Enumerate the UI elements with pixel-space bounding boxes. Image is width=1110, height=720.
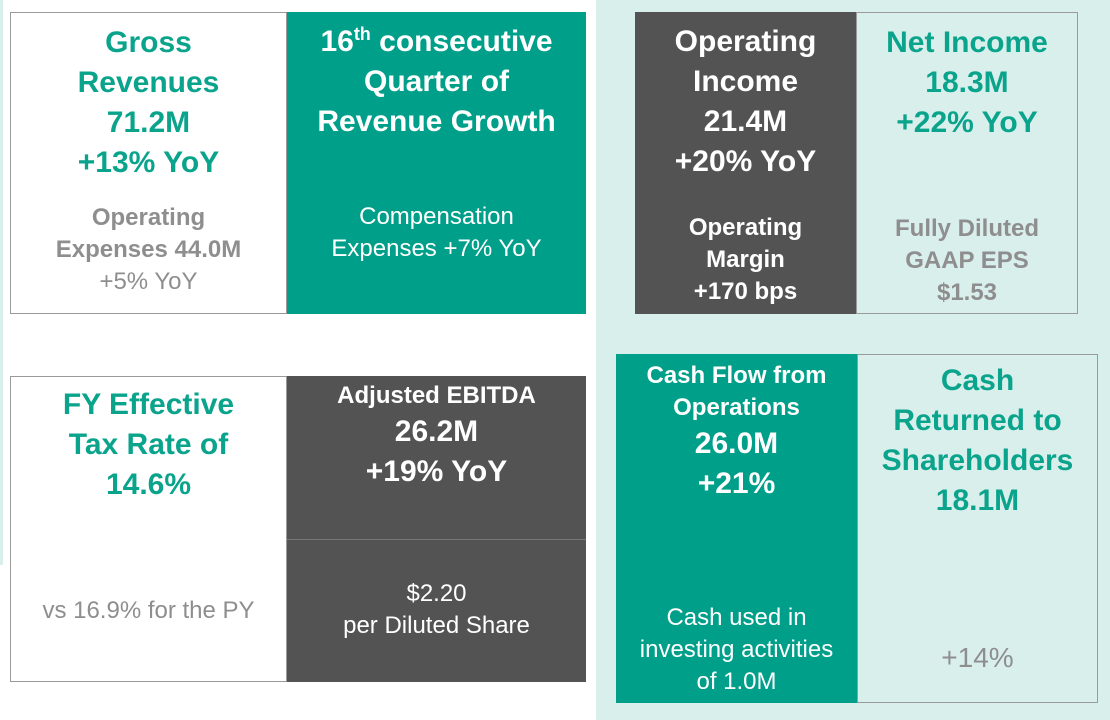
operating-margin-label-1: Operating: [688, 214, 803, 241]
cash-returned-headline: Cash Returned to Shareholders 18.1M: [858, 361, 1097, 521]
tax-rate-value: 14.6%: [105, 468, 192, 501]
operating-income-card: Operating Income 21.4M +20% YoY Operatin…: [635, 12, 856, 314]
per-share-label: per Diluted Share: [343, 612, 530, 639]
gross-revenues-headline: Gross Revenues 71.2M +13% YoY: [11, 23, 286, 183]
operating-income-value: 21.4M: [703, 105, 788, 138]
tax-rate-card: FY Effective Tax Rate of 14.6% vs 16.9% …: [10, 376, 287, 682]
cash-returned-change: +14%: [941, 642, 1014, 673]
net-income-headline: Net Income 18.3M +22% YoY: [857, 23, 1077, 143]
consecutive-title-2: Quarter of: [363, 65, 510, 98]
net-income-title: Net Income: [886, 26, 1048, 59]
gross-revenues-change: +13% YoY: [77, 146, 220, 179]
consecutive-growth-card: 16th consecutive Quarter of Revenue Grow…: [287, 12, 586, 314]
cash-returned-change-block: +14%: [858, 641, 1097, 675]
cash-flow-change: +21%: [697, 467, 776, 500]
compensation-expenses-detail: Compensation Expenses +7% YoY: [287, 201, 586, 265]
adjusted-ebitda-title: Adjusted EBITDA: [337, 382, 536, 409]
ebitda-divider: [287, 539, 586, 540]
cash-returned-title-2: Returned to: [893, 404, 1062, 437]
operating-margin-value: +170 bps: [693, 278, 798, 305]
adjusted-ebitda-change: +19% YoY: [365, 455, 508, 488]
cash-flow-title-1: Cash Flow from: [646, 362, 827, 389]
compensation-label-2: Expenses +7% YoY: [331, 235, 542, 262]
consecutive-title-1: 16th consecutive: [320, 24, 553, 58]
tax-rate-title-1: FY Effective: [62, 388, 235, 421]
investing-label-3: of 1.0M: [696, 668, 777, 695]
operating-margin-label-2: Margin: [706, 246, 785, 273]
operating-income-title-1: Operating: [674, 25, 817, 58]
consecutive-title-3: Revenue Growth: [317, 105, 556, 138]
investing-activities-detail: Cash used in investing activities of 1.0…: [616, 602, 857, 698]
operating-expenses-label-1: Operating: [91, 204, 206, 231]
net-income-card: Net Income 18.3M +22% YoY Fully Diluted …: [856, 12, 1078, 314]
adjusted-ebitda-headline: Adjusted EBITDA 26.2M +19% YoY: [287, 380, 586, 492]
operating-expenses-change: +5% YoY: [99, 268, 198, 295]
compensation-label-1: Compensation: [359, 203, 514, 230]
net-income-change: +22% YoY: [896, 106, 1038, 139]
cash-returned-card: Cash Returned to Shareholders 18.1M +14%: [857, 354, 1098, 703]
cash-returned-title-1: Cash: [940, 364, 1015, 397]
gross-revenues-value: 71.2M: [106, 106, 191, 139]
adjusted-ebitda-value: 26.2M: [394, 415, 479, 448]
operating-expenses-detail: Operating Expenses 44.0M +5% YoY: [11, 202, 286, 298]
gross-revenues-title-2: Revenues: [77, 66, 220, 99]
gross-revenues-title-1: Gross: [105, 26, 192, 59]
tax-rate-comparison-text: vs 16.9% for the PY: [42, 597, 255, 624]
cash-flow-value: 26.0M: [694, 427, 779, 460]
investing-label-2: investing activities: [639, 636, 834, 663]
per-share-value: $2.20: [406, 580, 467, 607]
gross-revenues-card: Gross Revenues 71.2M +13% YoY Operating …: [10, 12, 287, 314]
cash-flow-card: Cash Flow from Operations 26.0M +21% Cas…: [616, 354, 857, 703]
operating-margin-detail: Operating Margin +170 bps: [635, 212, 856, 308]
per-share-detail: $2.20 per Diluted Share: [287, 578, 586, 642]
adjusted-ebitda-card: Adjusted EBITDA 26.2M +19% YoY $2.20 per…: [287, 376, 586, 682]
gaap-eps-label-2: GAAP EPS: [905, 247, 1029, 274]
cash-flow-headline: Cash Flow from Operations 26.0M +21%: [616, 360, 857, 504]
operating-income-change: +20% YoY: [674, 145, 817, 178]
tax-rate-title-2: Tax Rate of: [68, 428, 229, 461]
operating-income-headline: Operating Income 21.4M +20% YoY: [635, 22, 856, 182]
tax-rate-headline: FY Effective Tax Rate of 14.6%: [11, 385, 286, 505]
investing-label-1: Cash used in: [666, 604, 807, 631]
cash-returned-value: 18.1M: [935, 484, 1020, 517]
operating-expenses-label-2: Expenses 44.0M: [55, 236, 242, 263]
consecutive-growth-headline: 16th consecutive Quarter of Revenue Grow…: [287, 22, 586, 142]
left-edge-accent: [0, 0, 3, 565]
cash-returned-title-3: Shareholders: [881, 444, 1074, 477]
tax-rate-comparison: vs 16.9% for the PY: [11, 595, 286, 627]
cash-flow-title-2: Operations: [673, 394, 800, 421]
net-income-value: 18.3M: [925, 66, 1009, 99]
gaap-eps-label-1: Fully Diluted: [895, 215, 1039, 242]
gaap-eps-value: $1.53: [936, 279, 998, 306]
gaap-eps-detail: Fully Diluted GAAP EPS $1.53: [857, 213, 1077, 309]
operating-income-title-2: Income: [692, 65, 799, 98]
